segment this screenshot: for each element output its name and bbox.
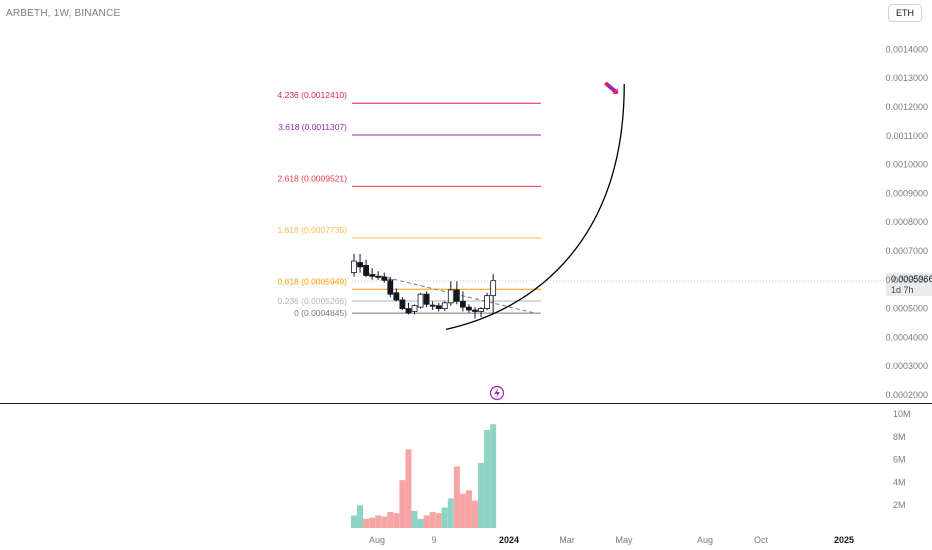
currency-button[interactable]: ETH <box>888 4 922 22</box>
fib-level-label: 2.618 (0.0009521) <box>278 173 348 183</box>
volume-bar <box>447 498 454 528</box>
candle-body <box>411 305 418 312</box>
candle-body <box>484 295 491 310</box>
price-axis-label: 0.0007000 <box>885 246 928 256</box>
candle-body <box>435 305 442 310</box>
current-price-value: 0.0005966 <box>891 274 932 284</box>
candle-body <box>363 264 370 276</box>
candle-body <box>429 304 436 307</box>
volume-bar <box>351 515 357 528</box>
fib-level-label: 3.618 (0.0011307) <box>278 122 347 132</box>
volume-bar <box>453 466 460 528</box>
candle-body <box>441 302 448 309</box>
volume-bar <box>405 449 412 528</box>
volume-axis-label: 8M <box>893 432 906 442</box>
volume-bar <box>387 512 394 528</box>
current-price-badge: 0.0005966 1d 7h <box>886 273 932 296</box>
time-axis-label: Aug <box>369 535 385 545</box>
fib-level-label: 4.236 (0.0012410) <box>278 90 348 100</box>
price-axis-label: 0.0008000 <box>885 217 928 227</box>
price-axis-label: 0.0004000 <box>885 332 928 342</box>
time-axis-label: Mar <box>559 535 575 545</box>
volume-bar <box>381 516 388 528</box>
symbol-title: ARBETH, 1W, BINANCE <box>6 8 121 19</box>
candle-body <box>351 260 357 273</box>
candle-body <box>459 300 466 308</box>
volume-bar <box>441 507 448 528</box>
time-axis-label: Oct <box>754 535 769 545</box>
candle-body <box>393 292 400 301</box>
price-axis-label: 0.0009000 <box>885 188 928 198</box>
price-axis-label: 0.0012000 <box>885 102 928 112</box>
time-axis-label: Aug <box>697 535 713 545</box>
volume-bar <box>393 513 400 528</box>
candle-body <box>399 299 406 309</box>
price-axis-label: 0.0011000 <box>886 131 928 141</box>
fib-level-label: 0.618 (0.0005949) <box>278 276 348 286</box>
candle-body <box>472 309 478 312</box>
volume-bar <box>435 513 442 528</box>
candle-countdown: 1d 7h <box>891 285 914 295</box>
candle-body <box>369 274 376 277</box>
volume-bar <box>423 515 430 528</box>
volume-bar <box>484 429 491 528</box>
lightning-bolt-icon <box>494 388 500 399</box>
volume-bar <box>417 518 424 528</box>
volume-bar <box>399 480 406 528</box>
volume-bar <box>472 500 478 528</box>
volume-bar <box>375 515 382 528</box>
price-axis-label: 0.0010000 <box>885 160 928 170</box>
price-axis-label: 0.0013000 <box>885 73 928 83</box>
volume-bar <box>357 505 364 528</box>
volume-axis-label: 4M <box>893 477 906 487</box>
price-axis-label: 0.0014000 <box>885 44 928 54</box>
fib-level-label: 0.236 (0.0005266) <box>278 296 348 306</box>
time-axis-label: 2025 <box>834 535 854 545</box>
candle-body <box>466 306 472 311</box>
candle-body <box>490 280 497 297</box>
volume-bar <box>363 518 370 528</box>
target-marker-icon <box>604 82 619 95</box>
time-axis-label: May <box>615 535 633 545</box>
candle-body <box>417 293 424 308</box>
time-axis-label: 9 <box>431 535 436 545</box>
candle-body <box>447 289 454 304</box>
candle-body <box>357 262 363 268</box>
volume-axis-label: 10M <box>893 409 911 419</box>
candle-body <box>381 276 388 281</box>
candle-body <box>375 275 382 278</box>
volume-axis-label: 2M <box>893 500 906 510</box>
volume-bar <box>411 510 418 528</box>
volume-bar <box>465 490 472 528</box>
volume-axis-label: 6M <box>893 455 906 465</box>
volume-bar <box>369 517 376 528</box>
volume-bar <box>490 424 497 528</box>
price-axis-label: 0.0002000 <box>885 390 928 400</box>
volume-bar <box>459 493 466 528</box>
candle-body <box>405 308 412 314</box>
price-axis-label: 0.0006000 <box>885 275 928 285</box>
candle-body <box>453 289 460 302</box>
fib-level-label: 1.618 (0.0007735) <box>278 225 348 235</box>
candle-body <box>423 293 430 305</box>
volume-bar <box>429 512 436 528</box>
projection-curve <box>445 83 625 330</box>
fib-level-label: 0 (0.0004845) <box>294 308 347 318</box>
candle-body <box>478 308 484 312</box>
price-axis-label: 0.0003000 <box>885 361 928 371</box>
candle-body <box>387 279 394 295</box>
time-axis-label: 2024 <box>499 535 519 545</box>
volume-bar <box>478 463 485 528</box>
price-axis-label: 0.0005000 <box>885 304 928 314</box>
